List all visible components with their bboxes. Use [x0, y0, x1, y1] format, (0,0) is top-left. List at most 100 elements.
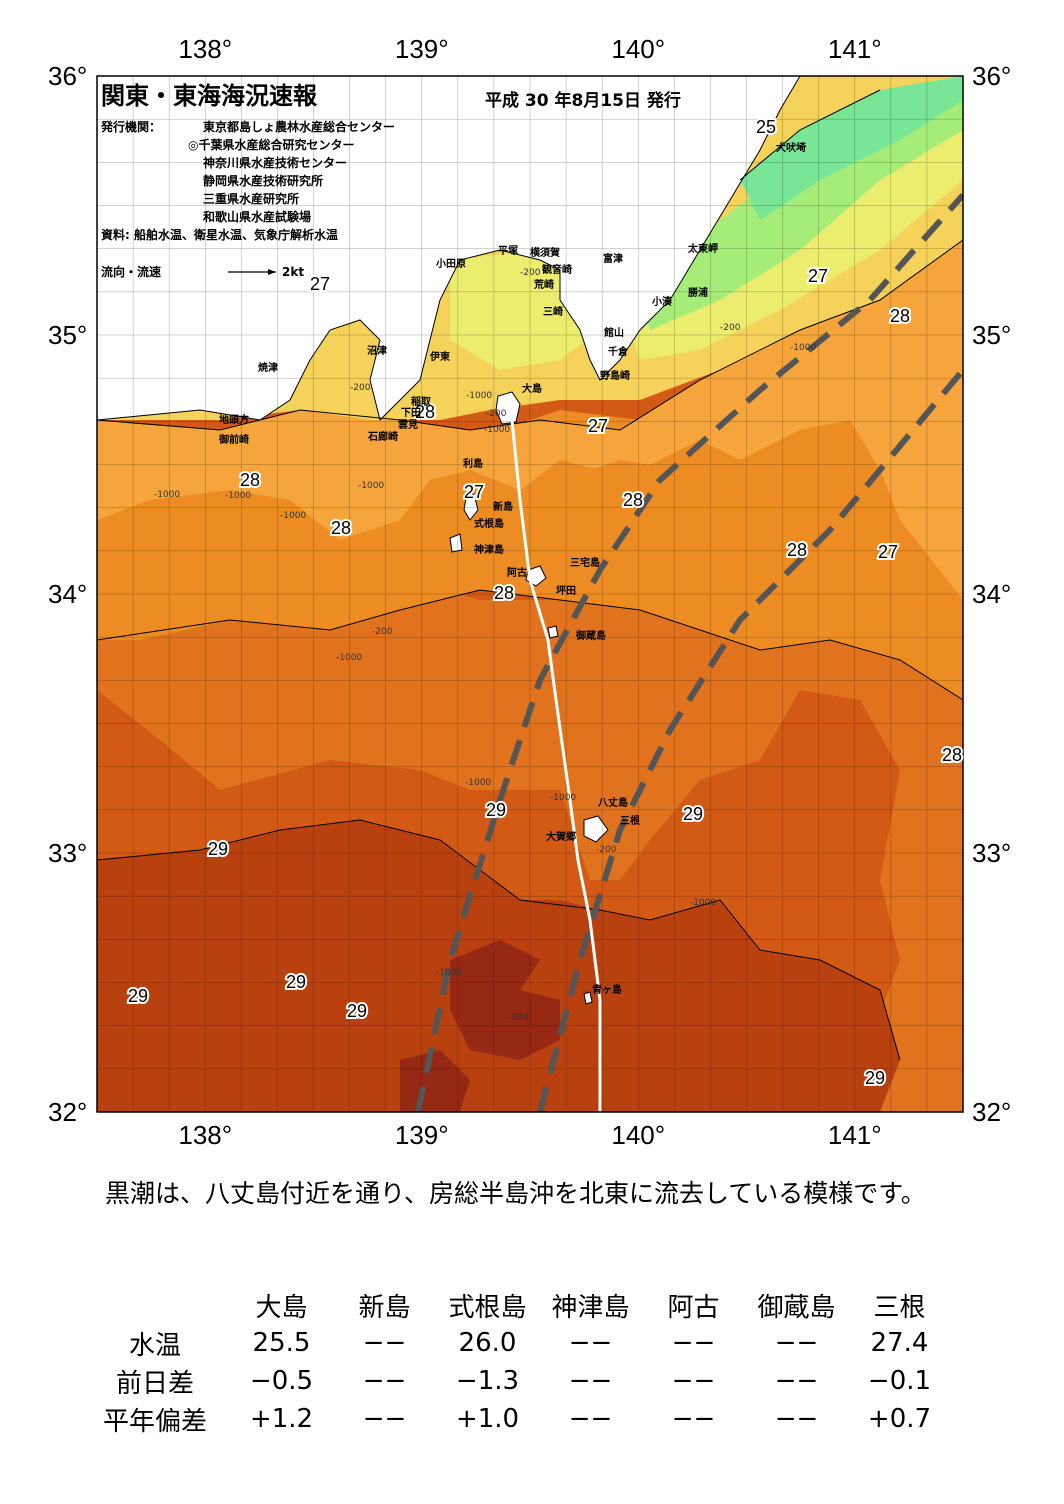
island-oshima	[495, 391, 521, 425]
publisher-1: 東京都島しょ農林水産総合センター	[203, 119, 395, 134]
table-cell: −−	[671, 1366, 716, 1396]
island-kozushima	[449, 533, 463, 553]
table-cell: +0.7	[867, 1404, 932, 1434]
latitude-label: 33°	[972, 838, 1011, 868]
isotherm-label: 25	[756, 117, 776, 137]
place-name: 三根	[620, 814, 640, 827]
table-cell: −−	[671, 1404, 716, 1434]
place-name: 利島	[463, 457, 483, 470]
latitude-label: 34°	[48, 579, 87, 609]
depth-label: -1000	[358, 481, 384, 491]
col-header: 式根島	[448, 1292, 527, 1323]
isotherm-label: 27	[878, 542, 898, 562]
depth-label: -1000	[690, 898, 716, 908]
island-mikurajima	[547, 625, 559, 639]
isotherm-label: 27	[588, 416, 608, 436]
isotherm-label: 29	[486, 800, 506, 820]
place-name: 稲取	[411, 395, 432, 408]
observation-table: 大島 新島 式根島 神津島 阿古 御蔵島 三根 水温 25.5 −− 26.0 …	[80, 1286, 951, 1438]
kuroshio-axis-west	[415, 193, 963, 1112]
isotherm-label: 29	[286, 972, 306, 992]
isotherm-label: 29	[208, 839, 228, 859]
kuroshio-axis	[415, 193, 963, 1112]
place-name: 地頭方	[219, 413, 249, 426]
depth-label: -1000	[225, 491, 251, 501]
col-header: 三根	[873, 1292, 926, 1323]
col-header: 新島	[358, 1292, 411, 1323]
table-cell: 25.5	[252, 1328, 311, 1358]
place-name: 富津	[603, 252, 623, 265]
flow-legend-label: 流向・流速	[101, 264, 161, 279]
col-header: 阿古	[667, 1292, 720, 1323]
place-name: 千倉	[608, 345, 629, 358]
place-name: 太東岬	[687, 242, 718, 255]
zone-27-5	[97, 240, 963, 600]
row-label: 水温	[128, 1330, 181, 1361]
place-name: 観音崎	[542, 263, 572, 276]
place-name: 大賀郷	[546, 830, 576, 843]
depth-label: -1000	[336, 653, 362, 663]
place-name: 勝浦	[688, 286, 708, 299]
zone-30-b	[400, 1050, 470, 1112]
isotherm-label: 28	[415, 402, 435, 422]
island-niijima	[463, 493, 479, 521]
data-source: 資料: 船舶水温、衛星水温、気象庁解析水温	[101, 227, 338, 242]
place-name: 沼津	[367, 344, 387, 357]
publisher-2: ◎千葉県水産総合研究センター	[188, 137, 354, 152]
longitude-label: 141°	[828, 34, 882, 64]
isotherm-label: 28	[787, 540, 807, 560]
col-header: 神津島	[551, 1292, 630, 1323]
map-header: 関東・東海海況速報 平成 30 年8月15日 発行 発行機関： 東京都島しょ農林…	[100, 82, 681, 279]
isotherm-label: 28	[942, 745, 962, 765]
latitude-label: 33°	[48, 838, 87, 868]
contour-labels: 25 27 27 28 27 27 28 28 28 28 28 27 28 29 29 29 29 29 29 29…	[126, 115, 964, 1090]
latitude-label: 35°	[972, 320, 1011, 350]
zone-24	[740, 76, 963, 220]
sea-temperature-map: 138° 138° 139° 139° 140° 140° 141° 141° 36° 36° 35…	[48, 34, 1011, 1150]
place-name: 雲見	[398, 419, 418, 431]
table-cell: −−	[774, 1328, 819, 1358]
latitude-label: 36°	[972, 61, 1011, 91]
publisher-3: 神奈川県水産技術センター	[203, 155, 347, 170]
place-name: 阿古	[507, 566, 527, 579]
island-hachijojima	[583, 815, 609, 843]
publisher-5: 三重県水産研究所	[203, 191, 299, 206]
table-row: 水温 25.5 −− 26.0 −− −− −− 27.4	[80, 1324, 951, 1362]
latitude-label: 32°	[48, 1097, 87, 1127]
longitude-label: 138°	[178, 34, 232, 64]
col-header: 御蔵島	[757, 1292, 836, 1323]
isotherm-label: 28	[240, 470, 260, 490]
depth-label: -200	[486, 409, 507, 419]
latitude-label: 35°	[48, 320, 87, 350]
grid-lines	[96, 75, 964, 1113]
depth-label: -200	[520, 268, 541, 278]
table-cell: −−	[568, 1328, 613, 1358]
place-name: 式根島	[474, 517, 504, 530]
isotherm-label: 27	[808, 266, 828, 286]
place-name: 神津島	[474, 543, 504, 556]
map-title: 関東・東海海況速報	[101, 82, 318, 110]
longitude-label: 139°	[395, 34, 449, 64]
depth-label: -1000	[484, 425, 510, 435]
table-corner	[80, 1286, 230, 1324]
place-name: 横須賀	[530, 246, 560, 259]
table-cell: −−	[774, 1404, 819, 1434]
table-cell: −−	[671, 1328, 716, 1358]
zone-28-patch	[560, 460, 700, 580]
place-name: 大島	[522, 382, 542, 395]
table-cell: +1.2	[249, 1404, 314, 1434]
place-name: 荒崎	[533, 278, 554, 291]
temperature-field	[97, 76, 963, 1112]
depth-label: -200	[596, 845, 617, 855]
axis-labels: 138° 138° 139° 139° 140° 140° 141° 141° 36° 36° 35…	[48, 34, 1011, 1150]
isotherm-label: 29	[683, 804, 703, 824]
place-name: 石廊崎	[367, 430, 398, 443]
depth-label: -1000	[466, 391, 492, 401]
depth-label: -1000	[154, 490, 180, 500]
isotherm-lines	[97, 89, 963, 1061]
place-name: 三宅島	[570, 556, 600, 569]
land-kanto	[97, 76, 801, 421]
isotherm-label: 27	[464, 482, 484, 502]
latitude-label: 34°	[972, 579, 1011, 609]
